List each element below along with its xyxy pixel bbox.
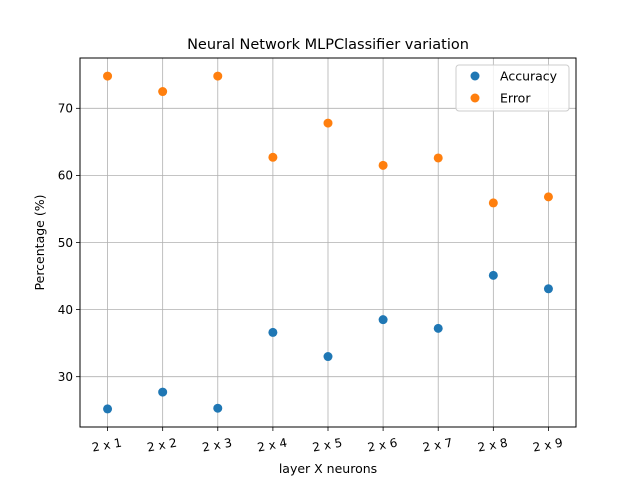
x-tick-label: 2 x 9 <box>532 436 564 455</box>
x-tick-label: 2 x 5 <box>311 436 343 455</box>
legend-marker-error <box>470 93 480 103</box>
point-accuracy <box>543 284 553 294</box>
ticks: 2 x 1 2 x 2 2 x 3 2 x 4 2 x 5 2 x 6 2 x 7 2 x 8… <box>58 102 564 455</box>
point-error <box>433 153 443 163</box>
x-axis-label: layer X neurons <box>279 461 377 476</box>
point-accuracy <box>268 327 278 337</box>
x-tick-label: 2 x 3 <box>201 436 233 455</box>
point-error <box>213 71 223 81</box>
y-tick-label: 60 <box>58 169 73 183</box>
x-tick-label: 2 x 8 <box>477 436 509 455</box>
x-tick-label: 2 x 4 <box>256 436 288 455</box>
legend-label-error: Error <box>500 91 531 106</box>
grid <box>80 58 576 427</box>
y-axis-label: Percentage (%) <box>32 195 47 291</box>
y-tick-label: 50 <box>58 236 73 250</box>
x-tick-label: 2 x 2 <box>146 436 178 455</box>
legend-marker-accuracy <box>470 71 480 81</box>
legend-box <box>455 64 570 112</box>
point-accuracy <box>323 352 333 362</box>
legend-label-accuracy: Accuracy <box>500 69 558 84</box>
point-accuracy <box>103 404 113 414</box>
x-tick-label: 2 x 6 <box>366 436 398 455</box>
point-accuracy <box>378 315 388 325</box>
point-error <box>158 87 168 97</box>
chart-title: Neural Network MLPClassifier variation <box>187 37 469 53</box>
legend: Accuracy Error <box>455 64 570 112</box>
y-tick-label: 40 <box>58 303 73 317</box>
x-tick-label: 2 x 7 <box>422 436 454 455</box>
point-accuracy <box>433 323 443 333</box>
point-error <box>103 71 113 81</box>
point-error <box>378 160 388 170</box>
point-error <box>488 198 498 208</box>
y-tick-label: 30 <box>58 370 73 384</box>
point-accuracy <box>213 403 223 413</box>
point-error <box>543 192 553 202</box>
point-error <box>323 118 333 128</box>
point-accuracy <box>158 387 168 397</box>
points <box>103 71 553 414</box>
point-error <box>268 152 278 162</box>
point-accuracy <box>488 270 498 280</box>
x-tick-label: 2 x 1 <box>91 436 123 455</box>
y-tick-label: 70 <box>58 102 73 116</box>
